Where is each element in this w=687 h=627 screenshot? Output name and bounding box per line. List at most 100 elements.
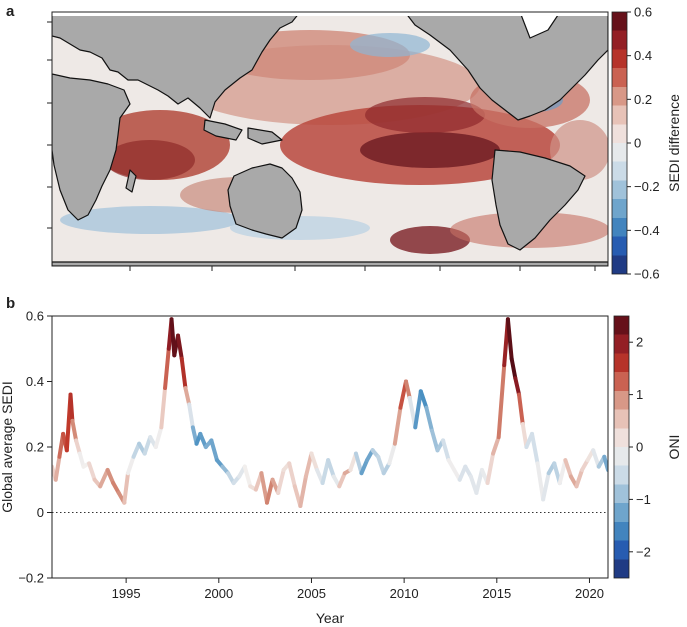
x-tick-label: 2000 — [204, 586, 233, 601]
south-america-landmass — [491, 149, 586, 251]
sedi-series-segment — [474, 467, 484, 495]
arctic-nodata — [52, 12, 608, 16]
sedi-series-segment — [387, 441, 397, 466]
sedi-series-segment — [591, 448, 601, 469]
panel-b-label: b — [6, 295, 15, 312]
sedi-series-segment — [303, 451, 314, 479]
madagascar — [125, 169, 137, 193]
africa-landmass — [52, 73, 131, 221]
sedi-series-segment — [153, 425, 164, 449]
sedi-series-segment — [320, 458, 331, 486]
antarctica-edge — [52, 261, 608, 266]
maritime-continent — [203, 119, 283, 145]
sedi-series-segment — [413, 389, 423, 430]
sedi-series-segment — [87, 461, 97, 482]
sedi-series-segment — [602, 454, 608, 472]
sedi-series-segment — [505, 317, 514, 361]
colorbar-sedi-difference-tick-label: −0.4 — [634, 223, 660, 238]
sedi-series-segment — [520, 422, 529, 449]
colorbar-oni-tick-label: 2 — [636, 335, 643, 350]
sedi-series-segment — [491, 435, 501, 456]
sedi-series-segment — [163, 346, 171, 391]
sedi-series-segment — [541, 471, 551, 502]
y-tick-label: 0 — [37, 505, 44, 520]
y-axis-ticks: −0.2 0 0.2 0.4 0.6 — [18, 309, 52, 586]
sedi-series-segment — [276, 467, 286, 495]
colorbar-sedi-difference-title: SEDI difference — [666, 94, 682, 192]
x-tick-label: 2005 — [297, 586, 326, 601]
sedi-time-series-plot: 1995 2000 2005 2010 2015 2020 −0.200.20.40.6 … — [0, 309, 609, 626]
sedi-series-segment — [70, 418, 79, 443]
colorbar-sedi-difference-ticks: 0.6 0.4 0.2 0 −0.2 −0.4 −0.6 — [627, 5, 660, 282]
colorbar-oni-tick-label: −1 — [636, 492, 651, 507]
colorbar-sedi-difference: 0.6 0.4 0.2 0 −0.2 −0.4 −0.6 SEDI difference — [611, 5, 682, 282]
colorbar-oni-tick-label: −2 — [636, 544, 651, 559]
sedi-series-segment — [142, 435, 153, 456]
colorbar-oni-bar — [613, 315, 630, 579]
sedi-series-segment — [259, 471, 269, 505]
colorbar-sedi-difference-tick-label: 0 — [634, 136, 641, 151]
sedi-series-segment — [187, 402, 195, 430]
colorbar-sedi-difference-tick-label: 0.2 — [634, 92, 652, 107]
sedi-series-segment — [403, 379, 412, 400]
colorbar-sedi-difference-tick-label: −0.6 — [634, 267, 660, 282]
x-tick-label: 1995 — [112, 586, 141, 601]
y-tick-label: 0.2 — [26, 440, 44, 455]
sedi-series-segment — [159, 386, 168, 430]
y-tick-label: 0.4 — [26, 374, 44, 389]
sedi-series-segment — [513, 376, 522, 397]
sedi-difference-map — [52, 12, 608, 266]
y-tick-label: −0.2 — [18, 571, 44, 586]
colorbar-sedi-difference-tick-label: −0.2 — [634, 179, 660, 194]
sedi-series-segment — [574, 467, 585, 489]
sedi-series-segment — [557, 458, 568, 486]
x-tick-label: 2015 — [482, 586, 511, 601]
sedi-series-segment — [429, 428, 440, 453]
sedi-series-segment — [122, 471, 130, 505]
y-axis-title: Global average SEDI — [0, 381, 15, 513]
colorbar-oni-tick-label: 0 — [636, 440, 643, 455]
sedi-series-segment — [298, 474, 308, 508]
sedi-series-segment — [359, 458, 370, 476]
sedi-series-segment — [77, 451, 86, 469]
sedi-series-segment — [418, 389, 429, 410]
sedi-series-segment — [535, 461, 546, 502]
sedi-series-segment — [485, 451, 496, 486]
sedi-series-segment — [264, 477, 275, 505]
sedi-series-segment — [563, 458, 573, 479]
north-america-landmass — [404, 12, 608, 121]
land — [52, 12, 608, 266]
x-tick-label: 2020 — [575, 586, 604, 601]
sedi-series-segment — [326, 458, 336, 479]
sedi-series-segment — [198, 431, 208, 449]
sedi-series-segment — [183, 386, 192, 407]
sedi-series-segment — [530, 431, 540, 466]
sedi-series-segment — [424, 405, 434, 433]
sedi-series-segment — [105, 467, 116, 486]
colorbar-oni-tick-label: 1 — [636, 387, 643, 402]
map-frame — [51, 11, 609, 267]
sedi-series-segment — [242, 464, 253, 489]
sedi-series-segment — [176, 333, 184, 361]
colorbar-sedi-difference-tick-label: 0.6 — [634, 5, 652, 20]
sedi-series-segment — [353, 451, 364, 476]
sedi-series-segment — [74, 438, 82, 456]
sedi-series-segment — [179, 356, 188, 391]
sedi-series-segment — [68, 392, 75, 423]
colorbar-oni-title: ONI — [666, 435, 682, 460]
colorbar-oni-ticks: 2 1 0 −1 −2 — [629, 335, 651, 559]
sedi-series-segment — [376, 454, 386, 476]
panel-a-label: a — [6, 3, 15, 20]
x-axis-title: Year — [316, 610, 345, 626]
sedi-series-segment — [496, 363, 507, 440]
map-ticks — [47, 21, 596, 271]
sedi-series-segment — [517, 392, 525, 427]
sedi-series-segment — [287, 461, 297, 489]
y-tick-label: 0.6 — [26, 309, 44, 324]
sedi-series-segment — [337, 471, 347, 489]
colorbar-sedi-difference-bar — [611, 11, 628, 275]
sedi-series-segment — [441, 438, 451, 463]
sedi-series-segment — [509, 356, 518, 381]
sedi-series — [52, 317, 608, 508]
